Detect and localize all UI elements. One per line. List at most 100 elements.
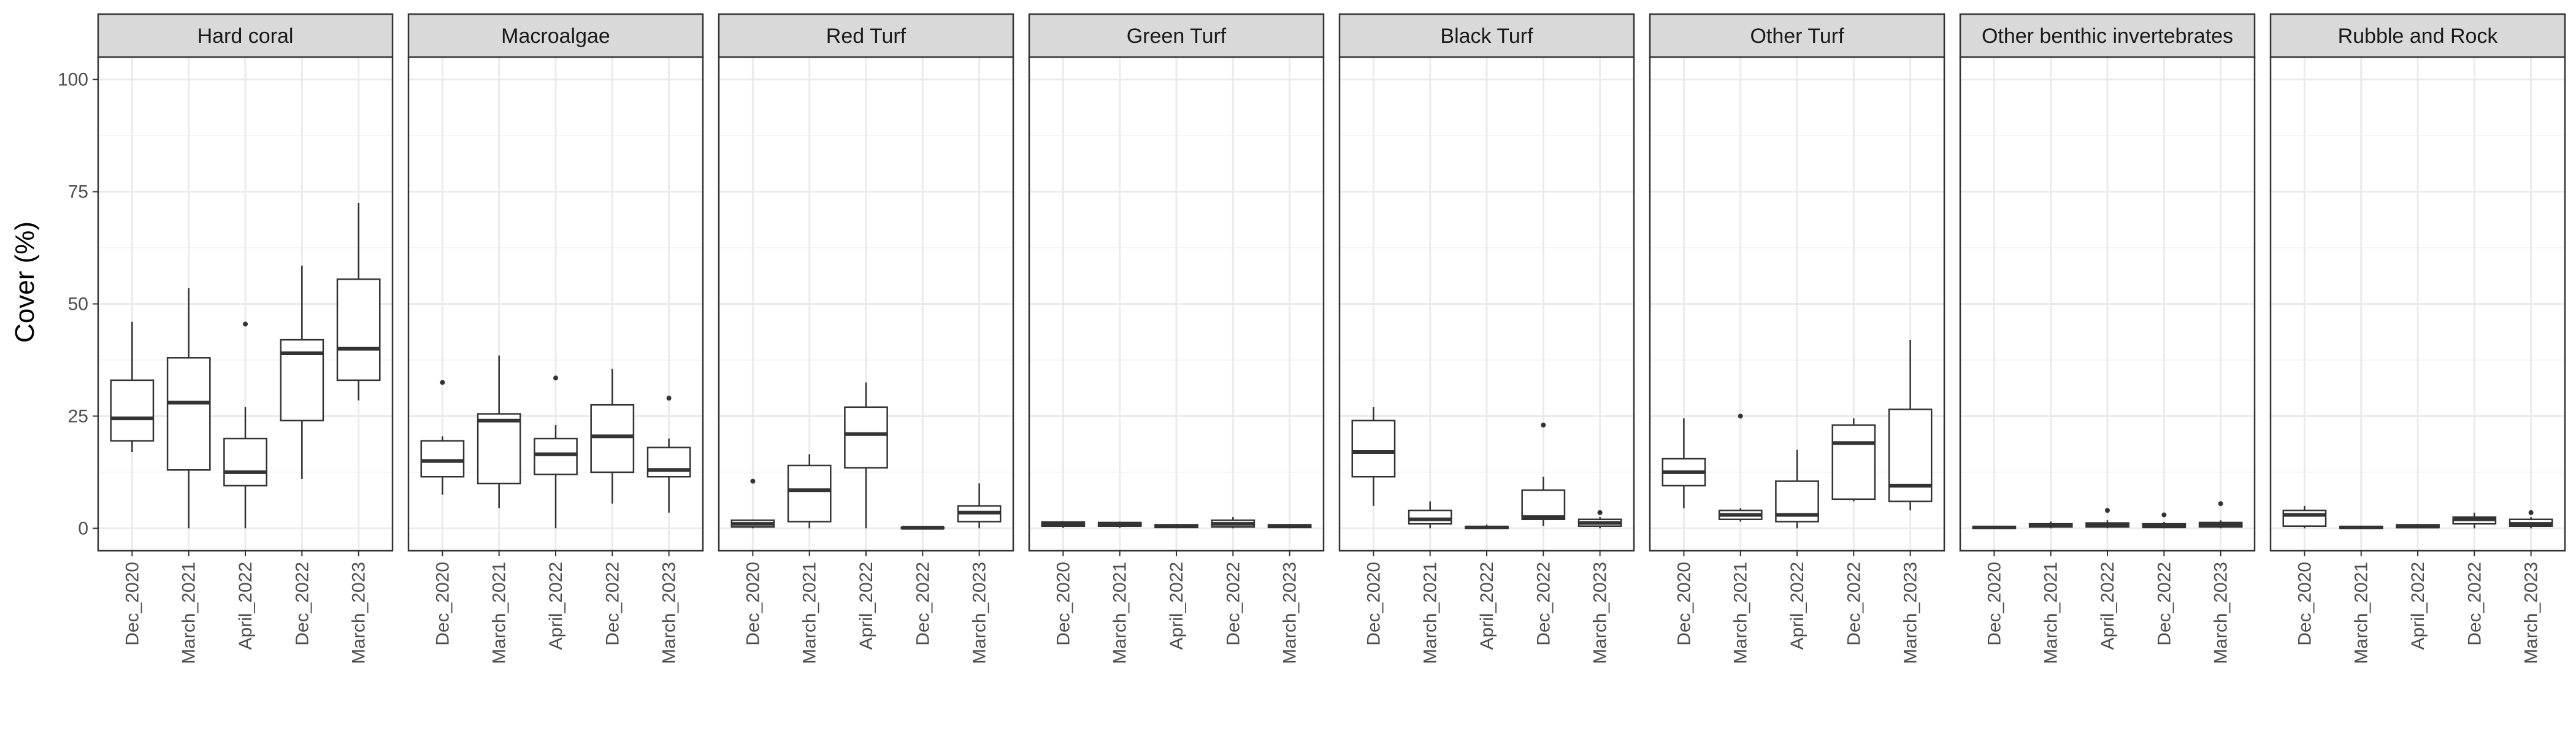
- x-tick-label: Dec_2020: [1363, 562, 1384, 646]
- facet-strip-label: Green Turf: [1127, 25, 1227, 48]
- box-iqr: [787, 464, 832, 523]
- facet-strip: [407, 13, 704, 58]
- facet-strip: [1959, 13, 2256, 58]
- x-tick-label: March_2023: [1901, 562, 1921, 664]
- box: [1831, 418, 1876, 502]
- box-iqr: [1351, 420, 1396, 478]
- box: [1041, 521, 1086, 528]
- box-iqr: [1888, 408, 1933, 502]
- box: [1972, 525, 2017, 529]
- x-tick-label: Dec_2022: [913, 562, 933, 646]
- box: [1267, 524, 1312, 529]
- box: [646, 396, 691, 513]
- outlier-point: [553, 375, 558, 381]
- x-tick-label: April_2022: [1167, 562, 1187, 650]
- x-tick-label: March_2021: [1420, 562, 1441, 664]
- x-tick-label: Dec_2020: [743, 562, 763, 646]
- x-tick-label: April_2022: [856, 562, 876, 650]
- facet-strip: [97, 13, 394, 58]
- box: [477, 355, 521, 508]
- box: [2142, 512, 2187, 529]
- box: [2396, 524, 2440, 529]
- facet-strip: [1028, 13, 1325, 58]
- x-tick-label: March_2021: [179, 562, 199, 664]
- y-tick-label: 25: [68, 406, 88, 426]
- x-tick-label: March_2023: [1280, 562, 1300, 664]
- box-iqr: [590, 404, 635, 473]
- x-tick-label: March_2023: [2211, 562, 2231, 664]
- facet-strip: [2269, 13, 2566, 58]
- box: [1718, 413, 1763, 522]
- y-tick-label: 100: [58, 70, 88, 90]
- box-iqr: [166, 357, 211, 471]
- box: [280, 266, 324, 479]
- facet-strip: [718, 13, 1014, 58]
- box: [1521, 423, 1566, 526]
- facet-strip-label: Red Turf: [826, 25, 907, 48]
- x-tick-label: Dec_2022: [1223, 562, 1243, 646]
- outlier-point: [440, 380, 445, 385]
- box: [730, 478, 775, 529]
- x-tick-label: April_2022: [2098, 562, 2118, 650]
- facet-strip-label: Other benthic invertebrates: [1982, 25, 2233, 48]
- box: [534, 375, 578, 529]
- x-tick-label: March_2021: [2352, 562, 2372, 664]
- facet-panel: Other benthic invertebrates Dec_2020 March…: [1959, 13, 2256, 664]
- box: [2198, 501, 2243, 529]
- x-tick-label: April_2022: [546, 562, 566, 650]
- x-tick-label: Dec_2020: [1674, 562, 1694, 646]
- x-tick-label: Dec_2022: [2464, 562, 2485, 646]
- facet-strip-label: Black Turf: [1440, 25, 1533, 48]
- box: [590, 369, 635, 504]
- x-tick-label: March_2021: [489, 562, 510, 664]
- x-tick-label: March_2021: [800, 562, 820, 664]
- x-tick-label: March_2023: [659, 562, 680, 664]
- box-iqr: [844, 406, 888, 469]
- box: [2509, 510, 2553, 529]
- outlier-point: [1597, 510, 1603, 515]
- box: [110, 321, 155, 452]
- x-tick-label: Dec_2022: [1844, 562, 1864, 646]
- box: [787, 454, 832, 529]
- x-tick-label: Dec_2020: [2294, 562, 2315, 646]
- box: [2028, 521, 2073, 529]
- outlier-point: [2218, 501, 2223, 507]
- box: [2452, 512, 2497, 529]
- box: [1154, 524, 1198, 529]
- box-iqr: [477, 413, 521, 485]
- y-axis-title: Cover (%): [10, 221, 40, 343]
- box: [336, 202, 381, 401]
- facet-strip-label: Macroalgae: [501, 25, 610, 48]
- box-iqr: [420, 440, 465, 478]
- facet-strip: [1649, 13, 1945, 58]
- x-tick-label: March_2021: [2041, 562, 2061, 664]
- y-tick-label: 0: [78, 518, 88, 539]
- x-tick-label: April_2022: [1787, 562, 1807, 650]
- y-axis-ticks: 0 25 50 75 100: [58, 70, 98, 539]
- outlier-point: [1738, 413, 1743, 419]
- box-iqr: [336, 278, 381, 381]
- box: [1662, 418, 1706, 508]
- outlier-point: [2161, 512, 2167, 518]
- x-tick-label: March_2021: [1110, 562, 1130, 664]
- x-tick-label: Dec_2020: [432, 562, 453, 646]
- x-tick-label: March_2023: [2521, 562, 2542, 664]
- box: [1577, 510, 1622, 529]
- x-tick-label: March_2023: [1590, 562, 1611, 664]
- x-tick-label: March_2023: [970, 562, 990, 664]
- outlier-point: [750, 478, 756, 484]
- box: [1775, 450, 1819, 529]
- box-iqr: [646, 447, 691, 478]
- box: [2339, 525, 2383, 529]
- facet-panel: Macroalgae Dec_2020 March_2021 April_2022 De…: [407, 13, 704, 664]
- outlier-point: [1541, 423, 1546, 428]
- box-iqr: [110, 379, 155, 442]
- x-tick-label: March_2021: [1731, 562, 1751, 664]
- box: [420, 380, 465, 495]
- box: [1465, 524, 1509, 529]
- box: [1408, 501, 1452, 529]
- x-tick-label: Dec_2020: [122, 562, 142, 646]
- box: [957, 483, 1002, 529]
- box-iqr: [1408, 509, 1452, 525]
